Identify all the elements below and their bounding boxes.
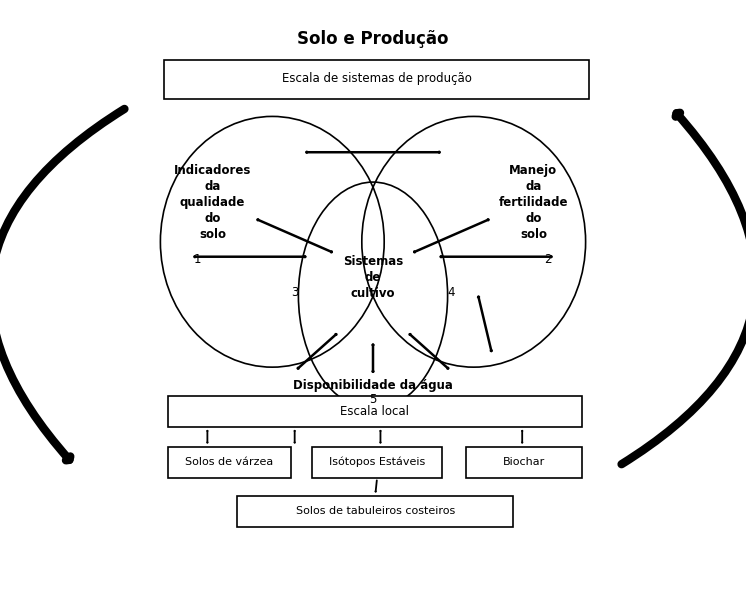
FancyBboxPatch shape [164,60,589,99]
FancyArrowPatch shape [410,334,448,368]
FancyArrowPatch shape [307,152,439,153]
FancyArrowPatch shape [441,256,551,257]
Text: 2: 2 [545,253,552,266]
FancyArrowPatch shape [478,297,492,351]
Text: Biochar: Biochar [503,457,545,467]
Text: 5: 5 [369,393,377,407]
Text: Indicadores
da
qualidade
do
solo: Indicadores da qualidade do solo [174,165,251,241]
Text: Solos de várzea: Solos de várzea [185,457,274,467]
Text: Sistemas
de
cultivo: Sistemas de cultivo [343,255,403,300]
FancyBboxPatch shape [466,447,582,478]
Text: Escala local: Escala local [340,405,410,418]
FancyArrowPatch shape [298,334,336,368]
FancyArrowPatch shape [375,481,377,491]
FancyArrowPatch shape [372,344,374,372]
Text: Disponibilidade da água: Disponibilidade da água [293,378,453,392]
FancyBboxPatch shape [168,396,582,427]
Text: Escala de sistemas de produção: Escala de sistemas de produção [282,72,471,85]
FancyBboxPatch shape [168,447,291,478]
Text: 4: 4 [448,286,455,299]
FancyArrowPatch shape [414,219,489,253]
Text: Solos de tabuleiros costeiros: Solos de tabuleiros costeiros [295,506,455,516]
Text: Solo e Produção: Solo e Produção [297,30,449,48]
FancyArrowPatch shape [257,219,332,253]
FancyArrowPatch shape [195,256,305,257]
Text: Manejo
da
fertilidade
do
solo: Manejo da fertilidade do solo [498,165,568,241]
FancyArrowPatch shape [0,109,125,460]
FancyArrowPatch shape [621,113,746,464]
Text: 1: 1 [194,253,201,266]
FancyBboxPatch shape [237,496,513,527]
FancyBboxPatch shape [312,447,442,478]
Text: Isótopos Estáveis: Isótopos Estáveis [329,457,425,467]
Text: 3: 3 [291,286,298,299]
